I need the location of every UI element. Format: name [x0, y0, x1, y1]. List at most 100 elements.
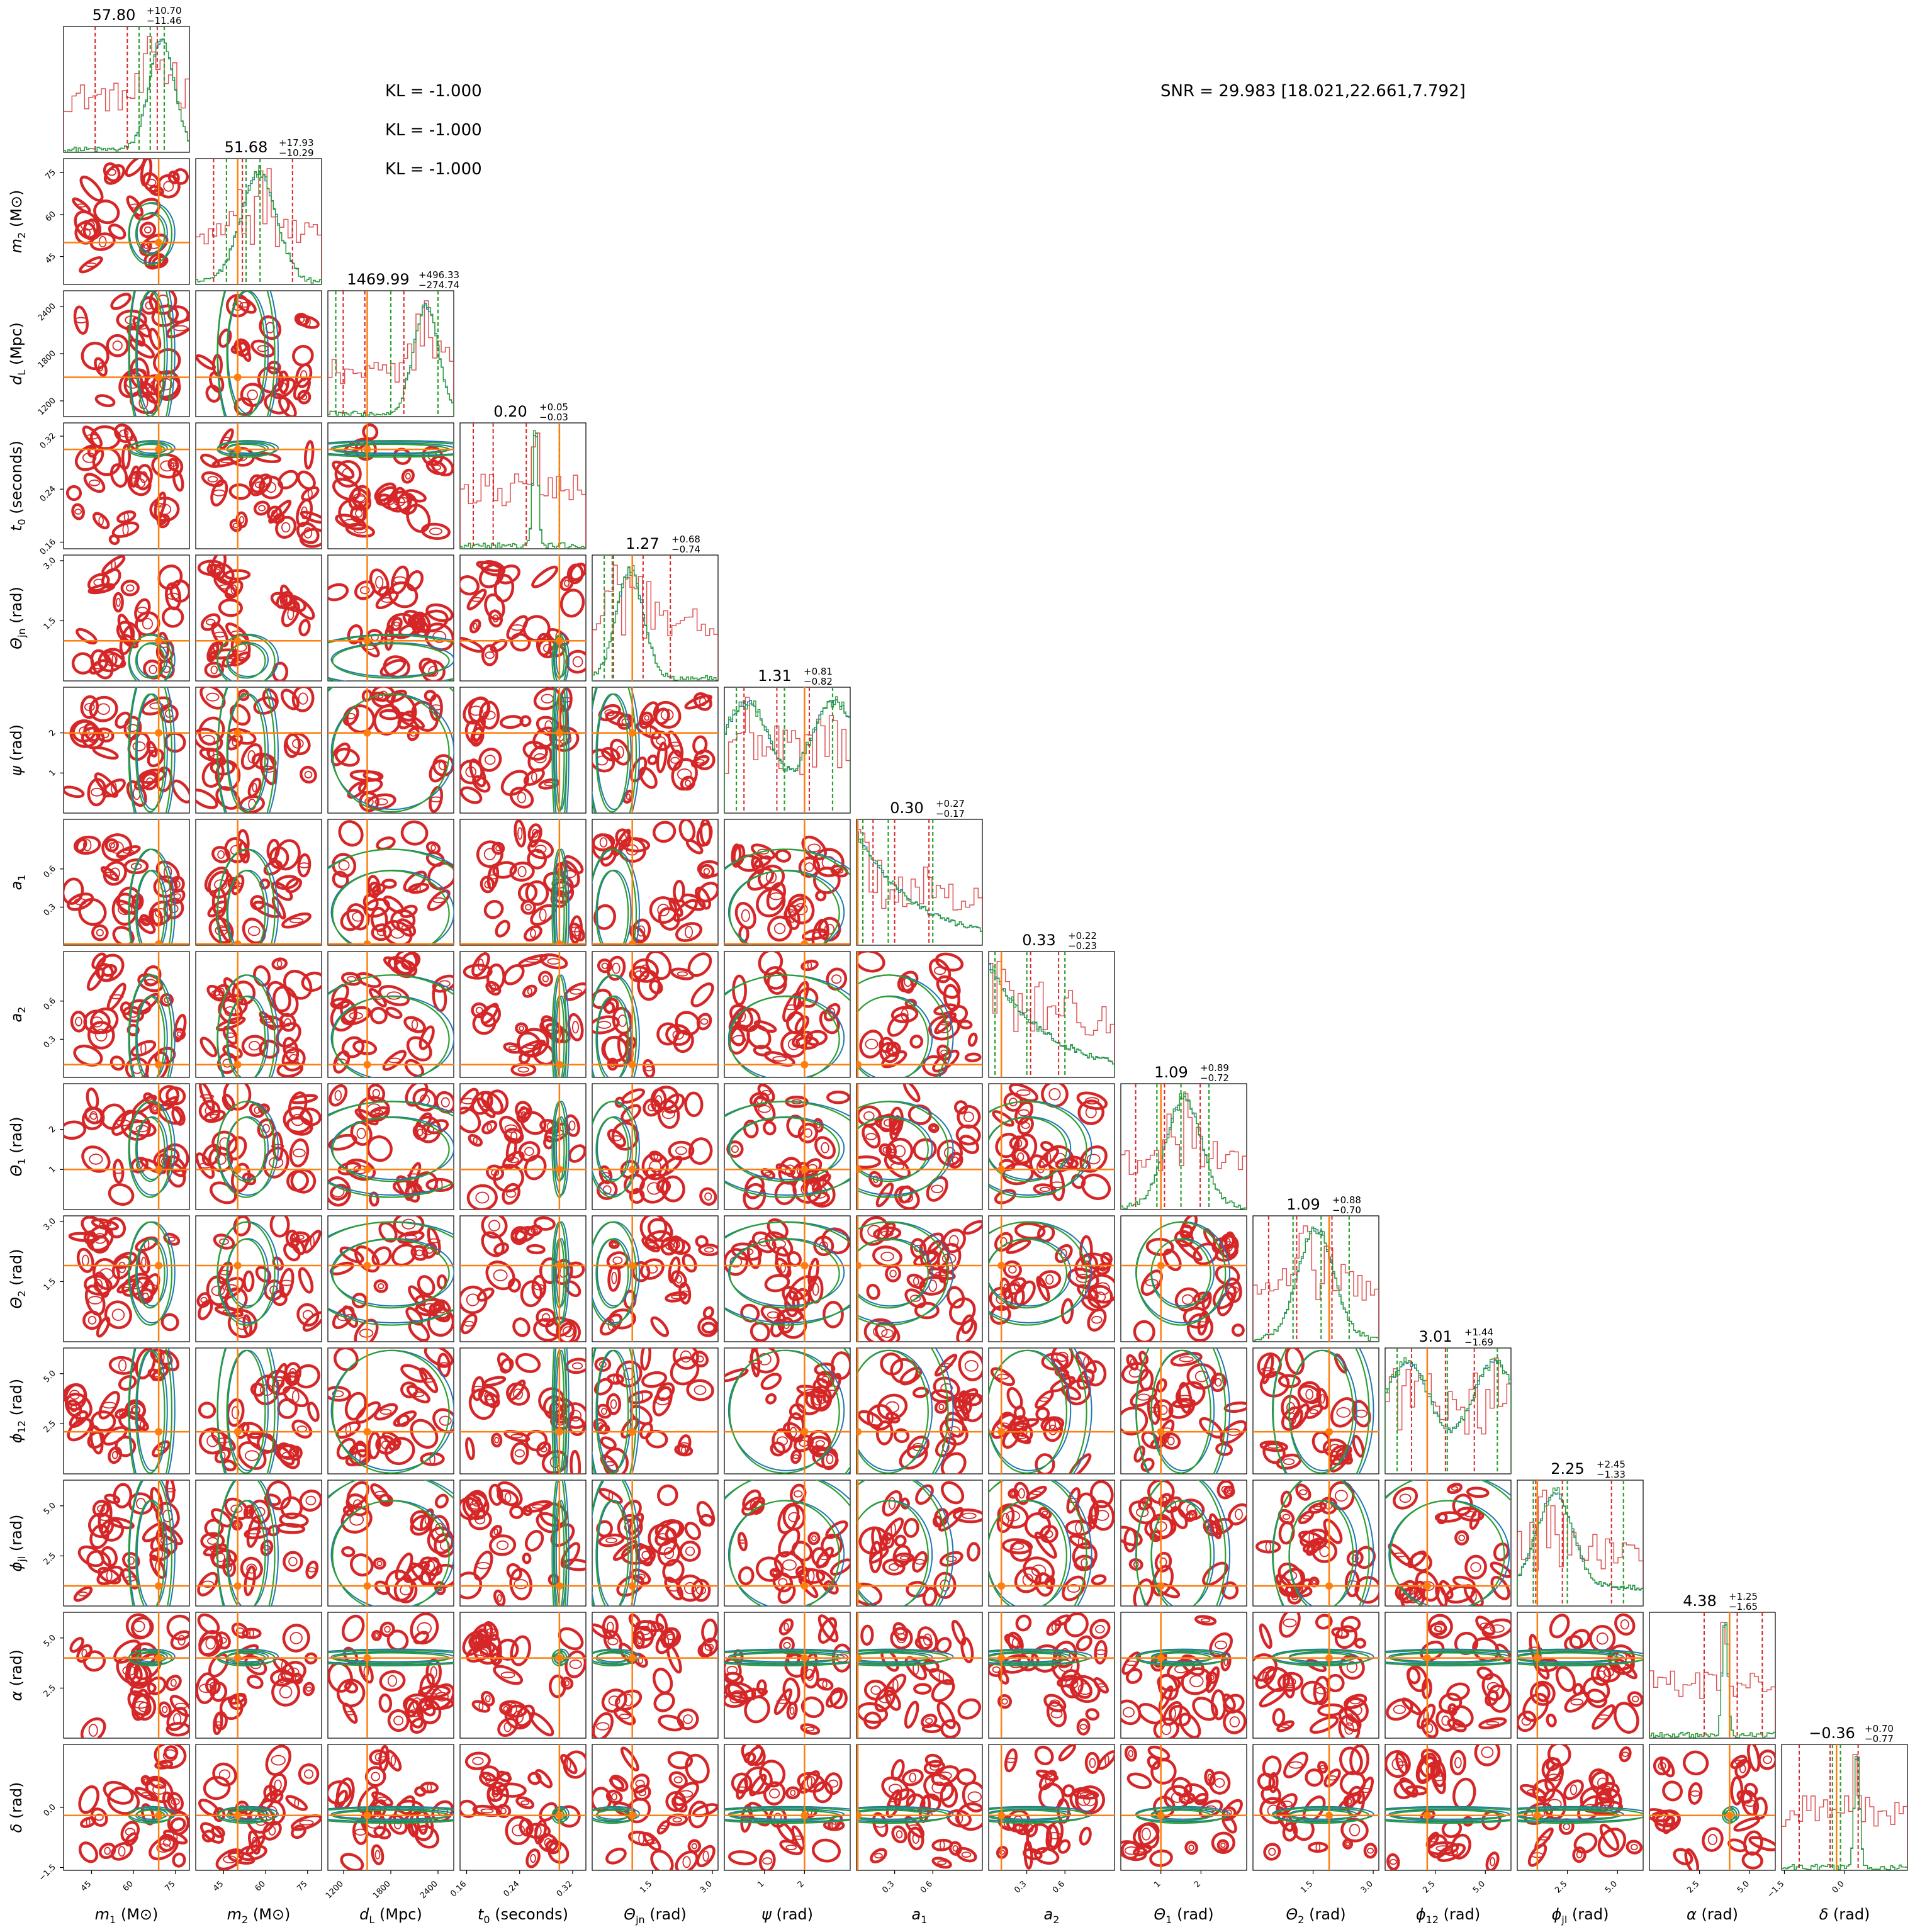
contour-red	[167, 458, 179, 471]
contour-red-inner	[98, 235, 107, 248]
contour-red	[509, 862, 535, 882]
contour-red	[543, 1135, 555, 1150]
contour-red-inner	[937, 1860, 947, 1865]
contour-red	[1162, 1249, 1182, 1271]
y-tick-label: 0.6	[42, 864, 58, 880]
contour-red	[778, 1618, 794, 1636]
contour-red-inner	[640, 1626, 651, 1636]
contour-red-inner	[608, 1695, 621, 1706]
contour-red	[121, 1568, 140, 1590]
contour-red-inner	[359, 586, 370, 595]
contour-red	[1121, 1525, 1143, 1547]
truth-point	[628, 1582, 636, 1590]
contour-red-inner	[408, 1186, 413, 1196]
contour-green	[856, 1101, 949, 1198]
contour-red	[640, 1348, 651, 1371]
truth-point	[233, 373, 242, 381]
contour-red	[912, 1551, 928, 1573]
contour-panel-m2-theta1	[195, 1083, 322, 1210]
contour-red-inner	[119, 429, 129, 437]
contour-red	[1352, 1435, 1365, 1458]
contour-red-inner	[1141, 1828, 1151, 1841]
contour-red	[404, 489, 427, 503]
contour-red	[434, 1581, 446, 1595]
contour-red-inner	[572, 656, 583, 668]
contour-green	[1389, 1500, 1505, 1606]
truth-point	[1325, 1654, 1334, 1662]
contour-red-inner	[422, 1378, 435, 1383]
contour-green	[332, 1500, 450, 1606]
truth-point	[1157, 1261, 1165, 1269]
contour-red-inner	[261, 765, 276, 773]
contour-red	[684, 1521, 701, 1541]
contour-red	[290, 1814, 322, 1831]
truth-point	[856, 1428, 862, 1436]
contour-red-inner	[122, 523, 129, 536]
truth-point	[1157, 1654, 1165, 1662]
panel-frame	[856, 951, 983, 1078]
contour-red-inner	[637, 1656, 644, 1665]
contour-blue	[1135, 1806, 1231, 1822]
contour-red	[395, 1553, 413, 1581]
contour-red	[941, 1481, 965, 1505]
contour-red-inner	[307, 489, 313, 498]
contour-panel-t0-phi12	[459, 1347, 587, 1474]
contour-red	[330, 997, 351, 1009]
contour-red	[903, 1517, 919, 1538]
contour-red	[1133, 1578, 1154, 1606]
panel-title-plus: +0.22	[1068, 930, 1097, 941]
contour-panel-theta1-delta: 1 2Θ1 (rad)	[1120, 1744, 1247, 1926]
contour-red	[932, 1049, 960, 1073]
contour-red	[570, 1449, 581, 1474]
contour-red	[263, 1784, 278, 1802]
contour-red	[1317, 1760, 1328, 1774]
contour-red	[283, 1036, 300, 1063]
contour-red-inner	[1320, 1765, 1326, 1770]
contour-red	[592, 1015, 620, 1035]
contour-green	[989, 1480, 1087, 1606]
contour-red	[1038, 1147, 1059, 1169]
contour-red	[130, 1616, 154, 1639]
contour-red-inner	[432, 897, 446, 904]
contour-red	[1060, 1298, 1074, 1325]
contour-red	[956, 1802, 982, 1831]
contour-red-inner	[147, 386, 153, 399]
contour-red	[673, 880, 685, 903]
contour-red	[890, 1358, 919, 1384]
contour-red-inner	[268, 1826, 276, 1836]
contour-red	[1311, 1539, 1338, 1563]
contour-red	[244, 1526, 271, 1539]
contour-red	[230, 651, 251, 667]
contour-red	[1730, 1755, 1748, 1770]
contour-red-inner	[741, 909, 750, 922]
contour-red	[565, 1357, 586, 1374]
contour-red-inner	[772, 1571, 778, 1575]
contour-red	[410, 1418, 439, 1449]
contour-red	[78, 1785, 99, 1814]
contour-red	[734, 902, 756, 929]
contour-red	[700, 1637, 718, 1657]
contour-red	[564, 1280, 581, 1298]
contour-blue	[727, 1651, 845, 1663]
contour-red	[170, 1630, 189, 1651]
contour-red	[496, 1481, 523, 1507]
contour-blue	[1723, 1806, 1740, 1822]
contour-green	[216, 687, 276, 813]
snr-label: SNR = 29.983 [18.021,22.661,7.792]	[1160, 82, 1466, 101]
contour-red	[907, 1104, 932, 1125]
truth-point	[856, 1654, 862, 1662]
contour-red-inner	[1359, 1788, 1373, 1794]
contour-red-inner	[949, 1235, 959, 1247]
x-axis-label-a1: a1	[912, 1906, 928, 1926]
contour-red	[609, 1239, 620, 1249]
y-axis-label-delta: δ (rad)	[8, 1782, 25, 1833]
contour-red	[775, 849, 792, 863]
contour-red-inner	[683, 1581, 697, 1595]
contour-red	[1758, 1749, 1775, 1770]
contour-red-inner	[149, 665, 157, 675]
contour-red	[1447, 1483, 1463, 1495]
contour-red-inner	[88, 1113, 98, 1124]
contour-red	[753, 855, 772, 868]
contour-red-inner	[570, 989, 582, 995]
